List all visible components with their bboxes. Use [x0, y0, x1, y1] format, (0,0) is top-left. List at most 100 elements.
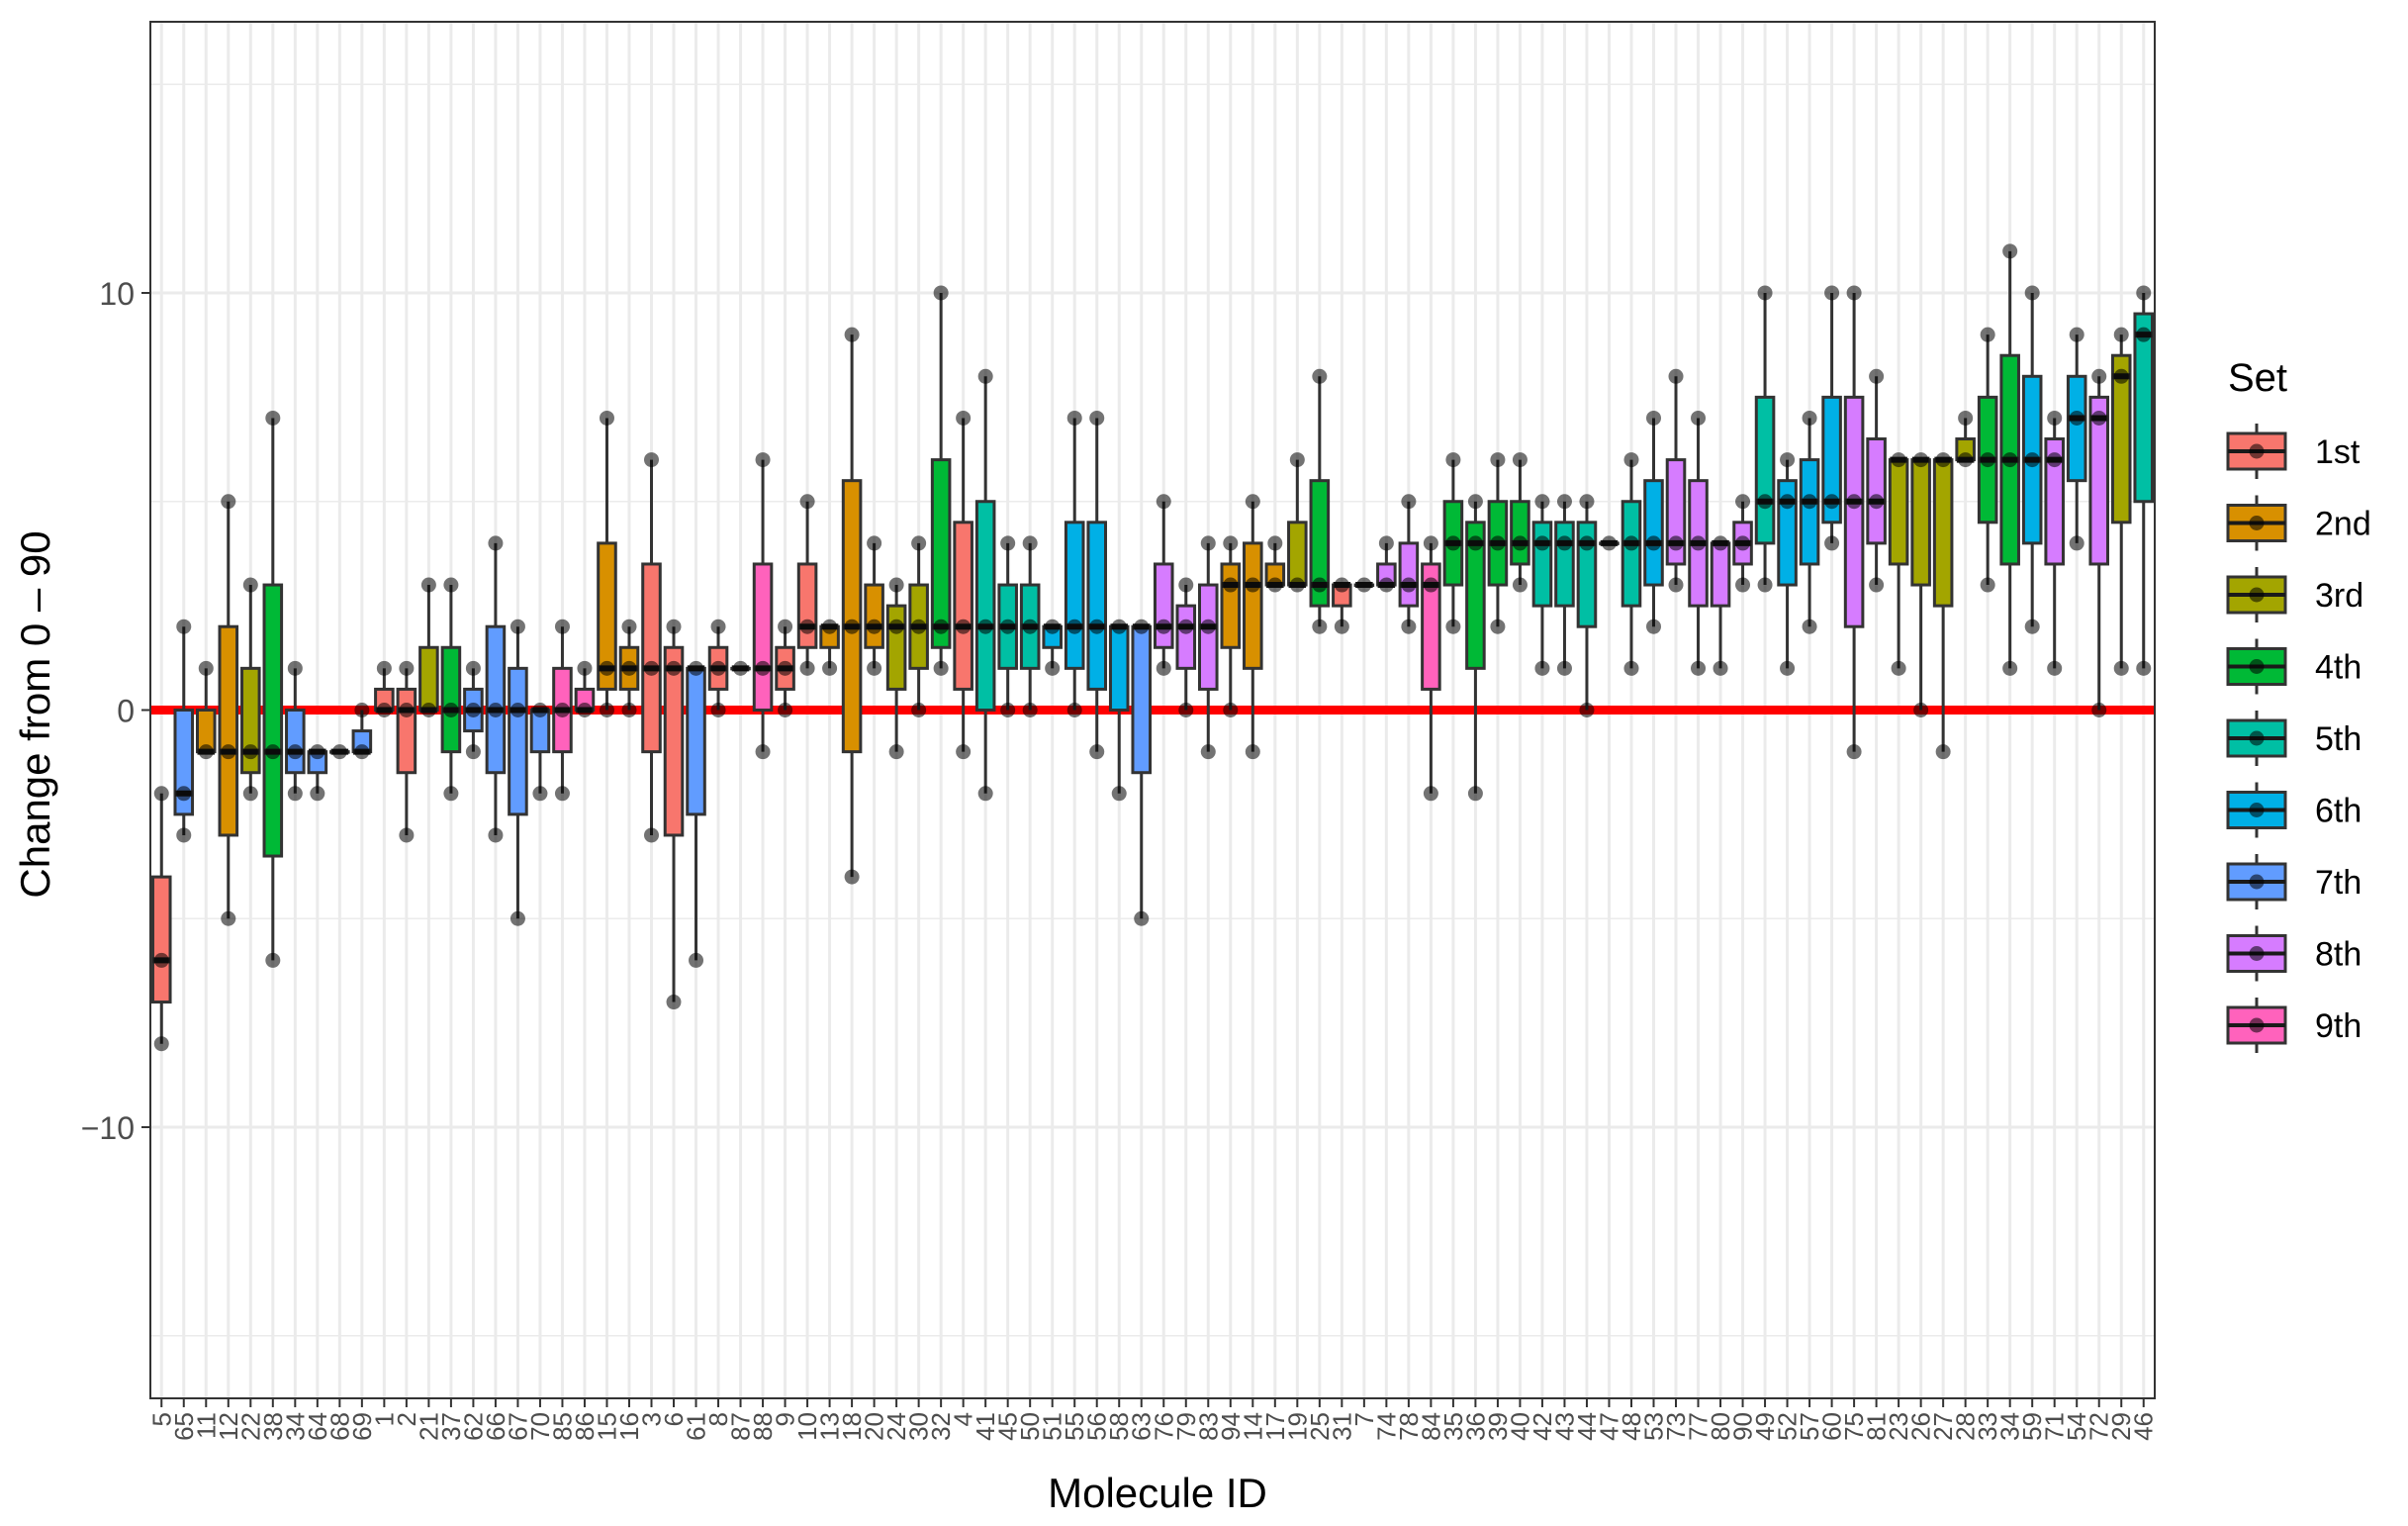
box-body: [2133, 312, 2155, 504]
box-body: [262, 583, 284, 858]
legend-item-8th: 8th: [2226, 925, 2362, 982]
x-tick-label: 32: [926, 1412, 956, 1441]
data-point: [376, 660, 392, 676]
box-body: [1086, 521, 1108, 691]
data-point: [1534, 494, 1550, 510]
box-body: [1421, 562, 1441, 691]
box-body: [1510, 500, 1530, 566]
x-tick-label: 55: [1060, 1412, 1089, 1441]
box-body: [1643, 479, 1664, 587]
x-tick-label: 78: [1394, 1412, 1424, 1441]
box-body: [1243, 541, 1263, 670]
legend-item-label: 4th: [2315, 649, 2362, 687]
box-body: [885, 604, 907, 691]
x-tick-label: 5: [146, 1412, 176, 1426]
box-9: [775, 619, 795, 717]
data-point: [1490, 452, 1506, 468]
x-tick-label: 31: [1327, 1412, 1356, 1441]
x-tick-label: 62: [458, 1412, 488, 1441]
data-point: [1891, 660, 1906, 676]
x-tick-label: 70: [525, 1412, 555, 1441]
box-56: [1086, 410, 1108, 760]
x-tick-label: 17: [1260, 1412, 1290, 1441]
data-point: [1134, 619, 1150, 634]
x-tick-label: 47: [1594, 1412, 1623, 1441]
data-point: [1423, 577, 1438, 593]
x-tick-label: 68: [324, 1412, 354, 1441]
box-7: [1353, 577, 1375, 593]
data-point: [1289, 452, 1305, 468]
box-1: [374, 660, 395, 717]
x-tick-label: 4: [949, 1412, 978, 1426]
box-body: [1153, 562, 1174, 649]
data-point: [1579, 703, 1595, 717]
x-tick-label: 65: [169, 1412, 199, 1441]
data-point: [443, 786, 459, 802]
data-point: [1156, 619, 1171, 634]
data-point: [1579, 535, 1595, 551]
x-tick-label: 33: [1973, 1412, 2002, 1441]
data-point: [1245, 577, 1260, 593]
data-point: [621, 619, 637, 634]
box-55: [1064, 410, 1085, 717]
x-tick-label: 46: [2129, 1412, 2159, 1441]
legend-key-point: [2249, 730, 2265, 746]
data-point: [2047, 660, 2063, 676]
x-tick-label: 79: [1171, 1412, 1201, 1441]
box-46: [2133, 285, 2155, 676]
box-body: [1821, 395, 1842, 525]
box-body: [2066, 374, 2087, 483]
data-point: [867, 660, 882, 676]
box-body: [1064, 521, 1085, 670]
data-point: [1223, 535, 1239, 551]
x-tick-label: 29: [2106, 1412, 2136, 1441]
data-point: [1802, 410, 1817, 426]
box-86: [574, 660, 596, 717]
box-64: [307, 744, 328, 802]
x-tick-label: 23: [1884, 1412, 1913, 1441]
data-point: [1178, 619, 1194, 634]
data-point: [911, 535, 927, 551]
box-50: [1019, 535, 1041, 717]
box-43: [1554, 494, 1575, 676]
x-tick-label: 69: [347, 1412, 377, 1441]
box-body: [930, 458, 952, 649]
box-74: [1376, 535, 1397, 593]
data-point: [599, 703, 614, 717]
data-point: [956, 410, 972, 426]
box-26: [1910, 452, 1931, 717]
data-point: [2002, 660, 2018, 676]
box-15: [597, 410, 617, 717]
x-tick-label: 25: [1305, 1412, 1335, 1441]
data-point: [1579, 494, 1595, 510]
data-point: [265, 952, 281, 968]
y-axis: −10 0 10: [81, 276, 150, 1146]
box-body: [1621, 500, 1642, 608]
data-point: [1646, 410, 1661, 426]
box-body: [2088, 395, 2110, 566]
box-39: [1487, 452, 1509, 634]
data-point: [1445, 452, 1461, 468]
data-point: [1089, 619, 1105, 634]
x-tick-label: 66: [481, 1412, 510, 1441]
box-body: [1398, 541, 1420, 608]
x-tick-label: 34: [280, 1412, 310, 1441]
x-tick-label: 72: [2084, 1412, 2114, 1441]
box-body: [841, 479, 863, 754]
x-tick-label: 59: [2017, 1412, 2047, 1441]
box-66: [485, 535, 507, 843]
legend-item-label: 1st: [2315, 433, 2361, 471]
data-point: [1958, 410, 1974, 426]
box-body: [1888, 458, 1909, 566]
box-body: [418, 645, 439, 712]
data-point: [710, 703, 726, 717]
data-point: [755, 660, 771, 676]
data-point: [1668, 368, 1684, 384]
box-body: [1131, 624, 1153, 775]
x-tick-label: 27: [1928, 1412, 1958, 1441]
data-point: [1334, 619, 1349, 634]
box-body: [1799, 458, 1820, 566]
data-point: [1312, 577, 1328, 593]
x-tick-label: 56: [1082, 1412, 1112, 1441]
box-84: [1421, 535, 1441, 802]
